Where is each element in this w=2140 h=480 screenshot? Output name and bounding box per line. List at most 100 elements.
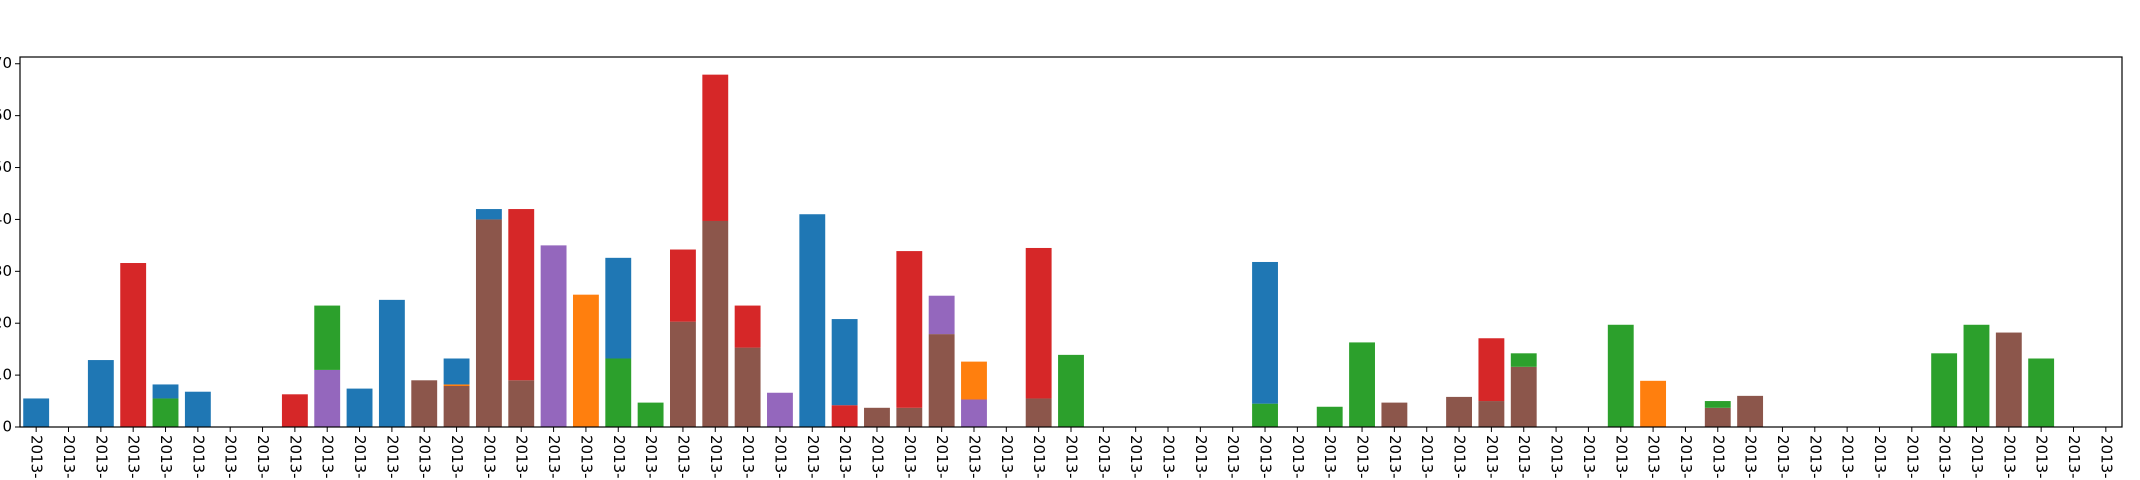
x-tick-label: 2013- [2033,435,2051,479]
x-tick-label: 2013- [2065,435,2083,479]
x-tick-label: 2013- [707,435,725,479]
x-tick-label: 2013- [836,435,854,479]
bar-segment [314,369,341,427]
bar-segment [734,305,761,348]
x-tick-label: 2013- [1418,435,1436,479]
bar-segment [443,384,470,387]
bar-segment [1704,407,1731,427]
x-tick-label: 2013- [60,435,78,479]
bar-segment [572,294,599,427]
x-tick-label: 2013- [1871,435,1889,479]
bar-segment [475,209,502,220]
bar-segment [670,249,696,322]
x-tick-label: 2013- [513,435,531,479]
bar-segment [928,334,955,427]
bar-segment [961,361,987,400]
x-tick-label: 2013- [1774,435,1792,479]
bar-segment [896,407,923,427]
bar-segment [1510,366,1537,427]
x-tick-label: 2013- [1160,435,1178,479]
bar-segment [1252,403,1278,427]
bar-segment [734,347,761,427]
bar-segment [928,295,955,335]
x-tick-label: 2013- [222,435,240,479]
bar-segment [1510,353,1537,367]
bar-segment [346,388,373,427]
bar-segment [475,219,502,427]
bar-segment [1931,353,1958,427]
bar-segment [1252,261,1278,404]
x-tick-label: 2013- [28,435,46,479]
bar-segment [152,384,179,399]
bar-segment [1025,398,1052,427]
bar-segment [281,394,308,427]
bar-segment [411,380,438,427]
y-tick-label: 50 [0,158,12,176]
x-tick-label: 2013- [1548,435,1566,479]
bar-segment [1478,401,1505,427]
bar-segment [120,263,147,427]
bar-segment [1446,396,1472,427]
x-tick-label: 2013- [933,435,951,479]
x-tick-label: 2013- [674,435,692,479]
x-tick-label: 2013- [1483,435,1501,479]
x-tick-label: 2013- [998,435,1016,479]
x-tick-label: 2013- [2000,435,2018,479]
x-tick-label: 2013- [1709,435,1727,479]
y-tick-label: 60 [0,106,12,124]
x-tick-label: 2013- [1677,435,1695,479]
bar-segment [1058,354,1084,427]
bar-segment [864,407,890,427]
y-tick-label: 40 [0,210,12,228]
x-tick-label: 2013- [254,435,272,479]
bar-segment [1963,324,1990,427]
bar-segment [702,74,729,221]
bar-segment [831,405,858,427]
bar-segment [605,358,632,427]
x-tick-label: 2013- [739,435,757,479]
bar-segment [1316,406,1343,427]
x-tick-label: 2013- [1192,435,1210,479]
x-tick-label: 2013- [1645,435,1663,479]
bar-segment [87,360,114,427]
x-tick-label: 2013- [1968,435,1986,479]
x-tick-label: 2013- [901,435,919,479]
bar-segment [1995,332,2022,427]
x-tick-label: 2013- [1224,435,1242,479]
x-tick-label: 2013- [2097,435,2115,479]
x-tick-label: 2013- [771,435,789,479]
x-tick-label: 2013- [1515,435,1533,479]
bar-segment [1478,338,1505,402]
x-tick-label: 2013- [1936,435,1954,479]
bar-segment [152,398,179,427]
bar-segment [1349,342,1375,427]
x-tick-label: 2013- [383,435,401,479]
x-tick-label: 2013- [319,435,337,479]
x-tick-label: 2013- [1321,435,1339,479]
x-tick-label: 2013- [351,435,369,479]
bar-segment [1381,402,1408,427]
bar-segment [378,299,405,427]
bar-segment [443,358,470,385]
plot-frame [19,56,2123,428]
x-tick-label: 2013- [1127,435,1145,479]
bar-segment [540,245,567,427]
x-tick-label: 2013- [868,435,886,479]
bar-segment [702,220,729,427]
bar-segment [443,386,470,427]
x-tick-label: 2013- [448,435,466,479]
bar-segment [508,380,535,427]
y-tick-label: 20 [0,314,12,332]
x-tick-label: 2013- [804,435,822,479]
x-tick-label: 2013- [610,435,628,479]
x-tick-label: 2013- [1580,435,1598,479]
bar-segment [23,398,50,427]
x-tick-label: 2013- [1063,435,1081,479]
bar-segment [799,214,826,427]
bar-segment [508,209,535,381]
bar-segment [1704,401,1731,408]
x-tick-label: 2013- [1903,435,1921,479]
bar-segment [961,399,987,427]
